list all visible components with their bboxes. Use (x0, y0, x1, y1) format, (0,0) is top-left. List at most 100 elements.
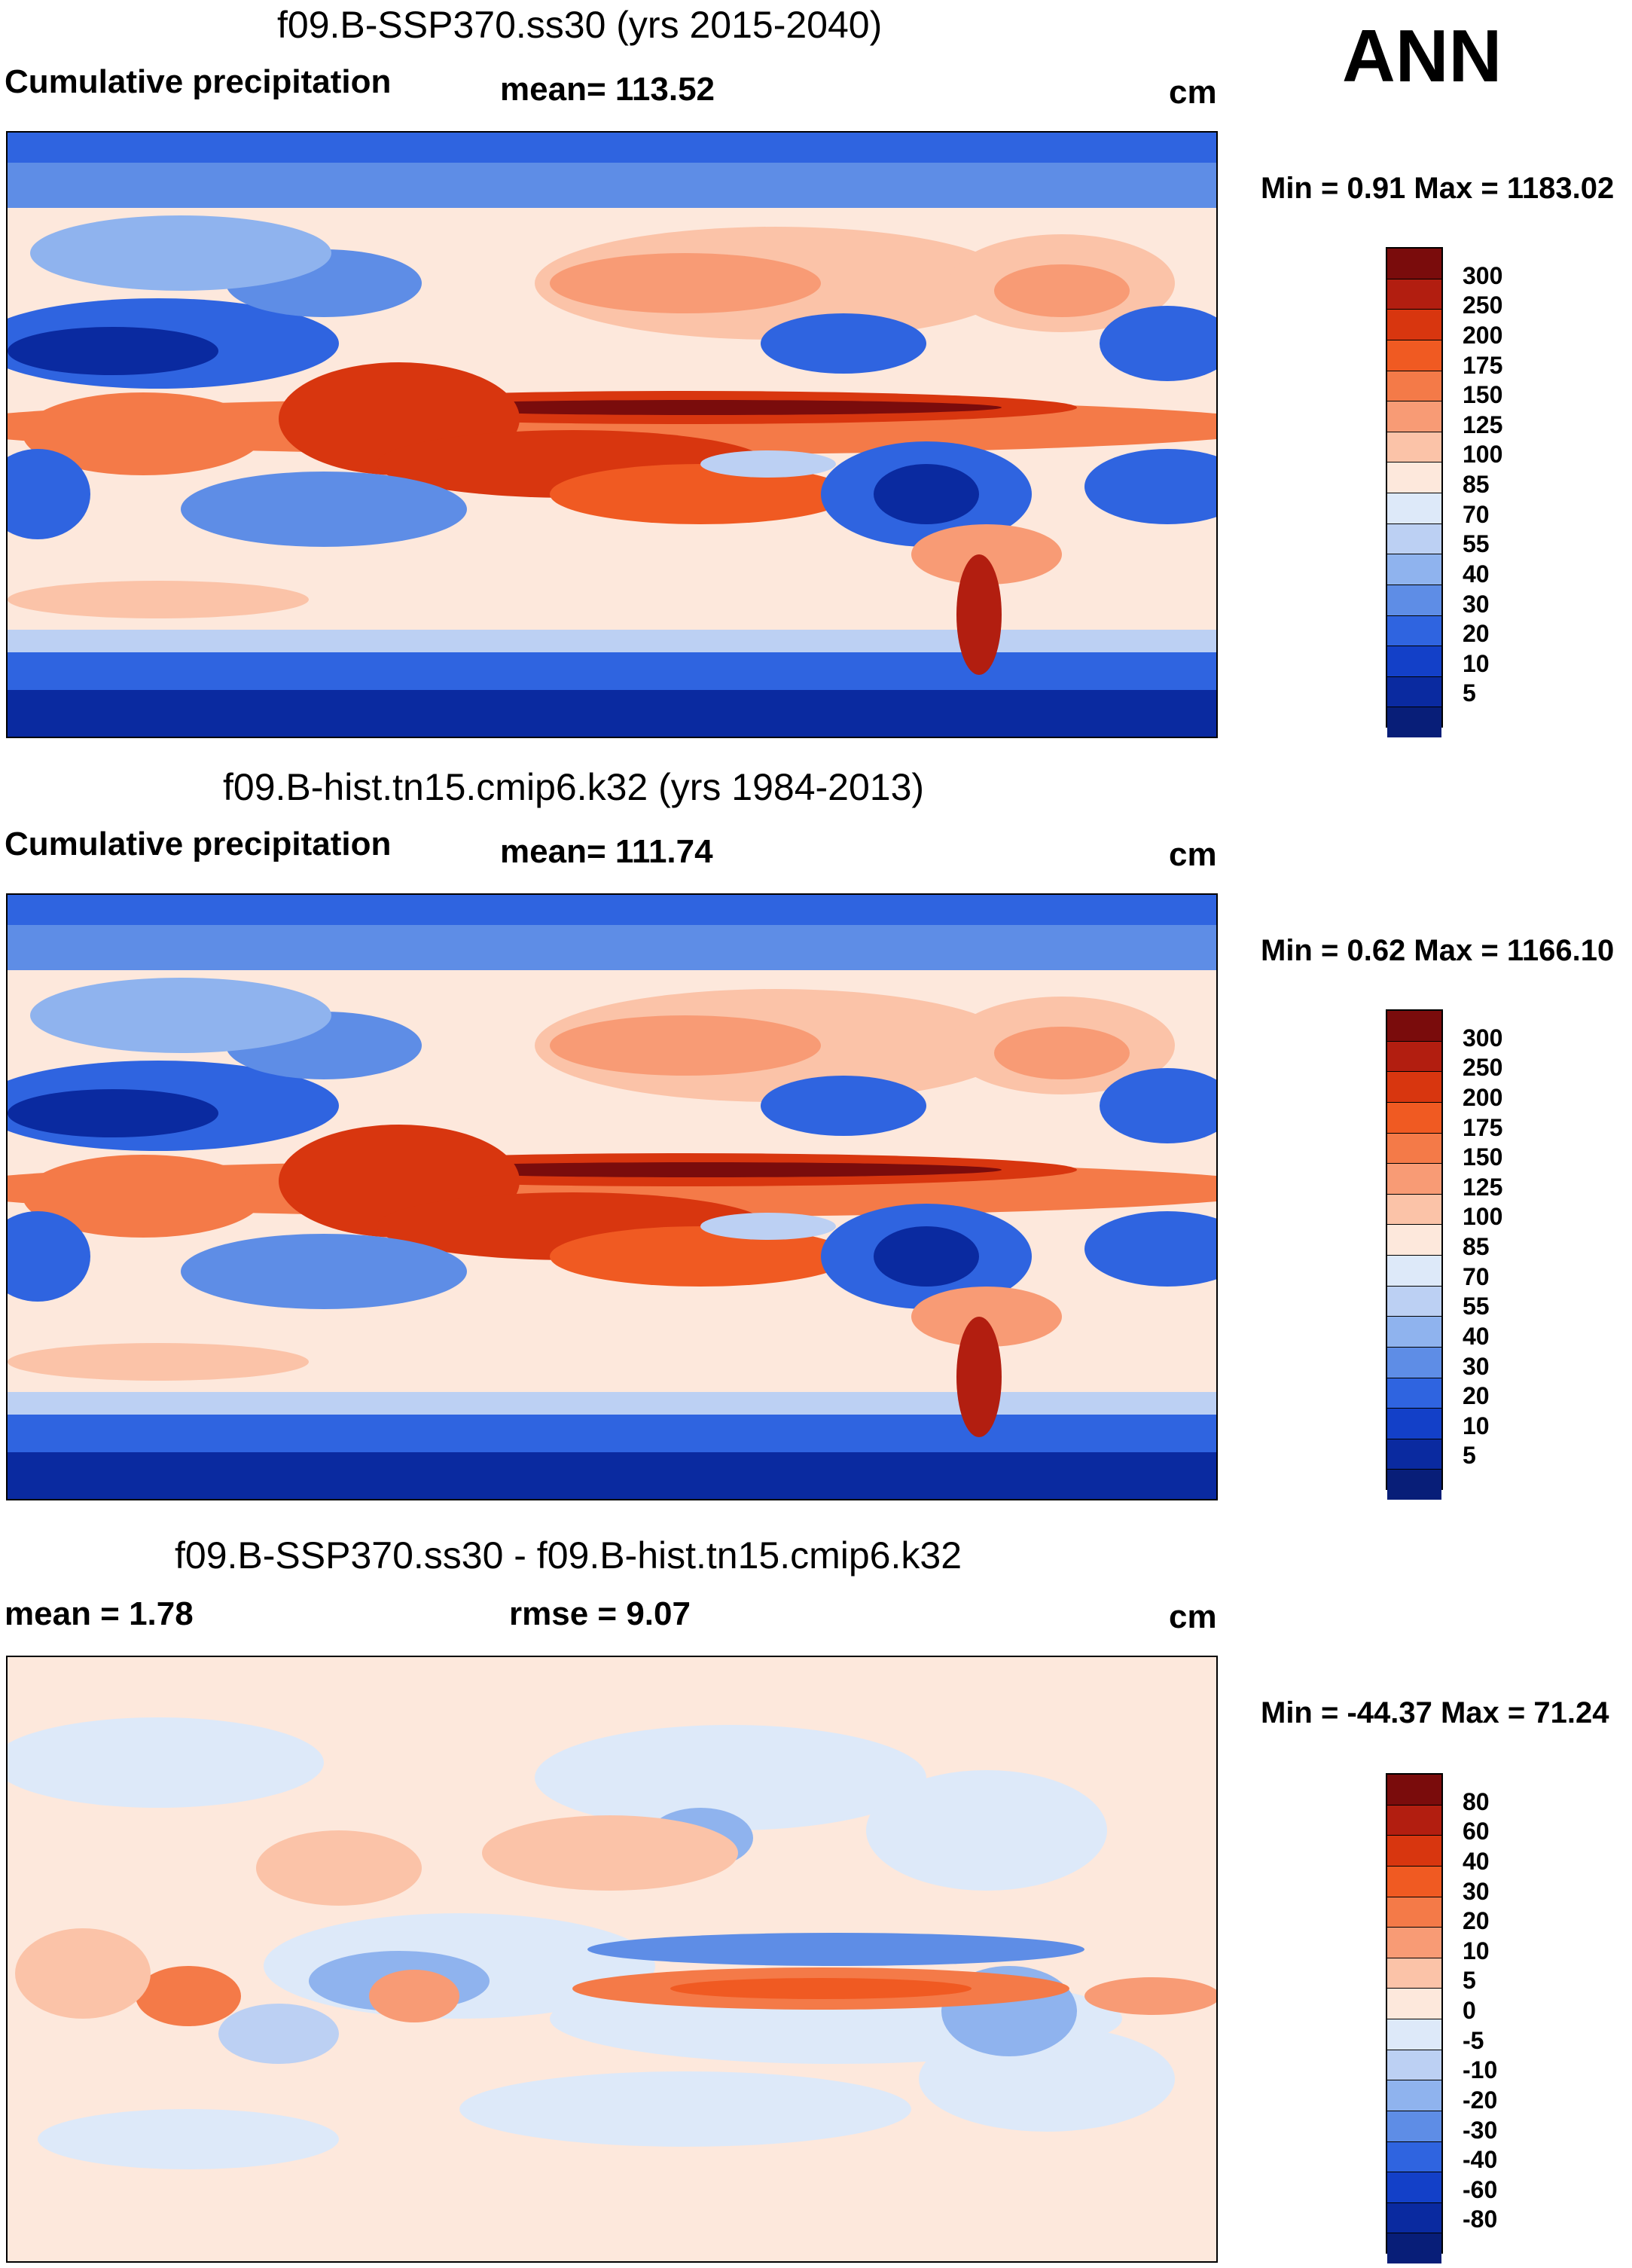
colorbar-tick-label: 10 (1463, 1412, 1490, 1439)
panel3-rmse: rmse = 9.07 (509, 1595, 691, 1632)
colorbar-segment (1387, 278, 1441, 310)
colorbar-segment (1387, 2202, 1441, 2233)
panel3-minmax: Min = -44.37 Max = 71.24 (1261, 1696, 1609, 1729)
colorbar-segment (1387, 523, 1441, 554)
panel2-colorbar (1386, 1009, 1443, 1500)
colorbar-segment (1387, 1193, 1441, 1225)
colorbar-segment (1387, 309, 1441, 340)
colorbar-segment (1387, 462, 1441, 493)
colorbar-tick-label: 150 (1463, 1143, 1503, 1171)
colorbar-tick-label: 20 (1463, 1907, 1490, 1935)
colorbar-tick-label: 300 (1463, 261, 1503, 289)
colorbar-tick-label: 85 (1463, 471, 1490, 498)
panel2-minmax: Min = 0.62 Max = 1166.10 (1261, 934, 1615, 967)
panel1-colorbar (1386, 247, 1443, 737)
season-label: ANN (1342, 14, 1502, 97)
colorbar-segment (1387, 1163, 1441, 1194)
colorbar-tick-label: 5 (1463, 679, 1476, 707)
colorbar-segment (1387, 1927, 1441, 1958)
colorbar-segment (1387, 676, 1441, 707)
panel2-mean: mean= 111.74 (500, 833, 713, 870)
colorbar-tick-label: 250 (1463, 292, 1503, 319)
colorbar-segment (1387, 1224, 1441, 1255)
colorbar-segment (1387, 2080, 1441, 2111)
colorbar-tick-label: 85 (1463, 1233, 1490, 1260)
colorbar-tick-label: 55 (1463, 530, 1490, 558)
colorbar-tick-label: 10 (1463, 649, 1490, 677)
colorbar-segment (1387, 1071, 1441, 1102)
colorbar-tick-label: 40 (1463, 560, 1490, 588)
panel1-units: cm (1169, 74, 1217, 111)
colorbar-segment (1387, 554, 1441, 585)
colorbar-tick-label: 80 (1463, 1787, 1490, 1815)
colorbar-tick-label: -60 (1463, 2175, 1498, 2203)
colorbar-tick-label: 5 (1463, 1967, 1476, 1995)
colorbar-tick-label: 20 (1463, 620, 1490, 648)
colorbar-tick-label: -30 (1463, 2116, 1498, 2144)
colorbar-segment (1387, 1132, 1441, 1164)
panel1-map (6, 131, 1218, 738)
colorbar-tick-label: 30 (1463, 590, 1490, 618)
colorbar-segment (1387, 249, 1441, 279)
colorbar-segment (1387, 1469, 1441, 1500)
panel2-left-label: Cumulative precipitation (5, 826, 392, 862)
colorbar-tick-label: 55 (1463, 1293, 1490, 1320)
panel3-map (6, 1656, 1218, 2263)
panel3-units: cm (1169, 1598, 1217, 1635)
colorbar-segment (1387, 339, 1441, 371)
panel2-map (6, 893, 1218, 1500)
colorbar-tick-label: 0 (1463, 1997, 1476, 2024)
panel1-mean: mean= 113.52 (500, 71, 715, 108)
colorbar-segment (1387, 2141, 1441, 2172)
colorbar-tick-label: 30 (1463, 1877, 1490, 1905)
panel3-mean: mean = 1.78 (5, 1595, 194, 1632)
colorbar-segment (1387, 2019, 1441, 2050)
colorbar-segment (1387, 646, 1441, 676)
colorbar-segment (1387, 1011, 1441, 1041)
colorbar-segment (1387, 1316, 1441, 1347)
colorbar-tick-label: 70 (1463, 500, 1490, 528)
colorbar-segment (1387, 1804, 1441, 1836)
colorbar-tick-label: 200 (1463, 1083, 1503, 1111)
colorbar-segment (1387, 1896, 1441, 1928)
colorbar-segment (1387, 370, 1441, 401)
panel3-map-field (8, 1657, 1216, 2261)
panel3-title: f09.B-SSP370.ss30 - f09.B-hist.tn15.cmip… (175, 1534, 962, 1577)
colorbar-segment (1387, 1988, 1441, 2019)
colorbar-segment (1387, 1377, 1441, 1409)
colorbar-segment (1387, 401, 1441, 432)
colorbar-tick-label: 125 (1463, 1173, 1503, 1201)
colorbar-segment (1387, 584, 1441, 615)
colorbar-tick-label: 300 (1463, 1024, 1503, 1052)
colorbar-tick-label: -20 (1463, 2086, 1498, 2114)
colorbar-tick-label: 10 (1463, 1937, 1490, 1964)
colorbar-segment (1387, 493, 1441, 524)
colorbar-segment (1387, 431, 1441, 462)
panel2-map-field (8, 895, 1216, 1499)
colorbar-tick-label: 200 (1463, 321, 1503, 349)
colorbar-tick-label: -5 (1463, 2026, 1484, 2054)
colorbar-tick-label: 40 (1463, 1847, 1490, 1875)
panel3-colorbar (1386, 1773, 1443, 2263)
colorbar-tick-label: 40 (1463, 1322, 1490, 1350)
colorbar-tick-label: 250 (1463, 1054, 1503, 1082)
panel2-units: cm (1169, 836, 1217, 873)
colorbar-tick-label: 5 (1463, 1442, 1476, 1470)
panel1-map-field (8, 133, 1216, 737)
colorbar-tick-label: 30 (1463, 1352, 1490, 1380)
colorbar-tick-label: -10 (1463, 2056, 1498, 2084)
colorbar-tick-label: 60 (1463, 1818, 1490, 1845)
colorbar-segment (1387, 1835, 1441, 1866)
colorbar-segment (1387, 1285, 1441, 1317)
colorbar-segment (1387, 2110, 1441, 2141)
colorbar-segment (1387, 1438, 1441, 1470)
colorbar-tick-label: 100 (1463, 441, 1503, 469)
colorbar-tick-label: 150 (1463, 381, 1503, 409)
colorbar-segment (1387, 2172, 1441, 2202)
colorbar-tick-label: 175 (1463, 351, 1503, 379)
colorbar-segment (1387, 1346, 1441, 1378)
colorbar-segment (1387, 1775, 1441, 1805)
colorbar-segment (1387, 1255, 1441, 1286)
colorbar-tick-label: -40 (1463, 2146, 1498, 2174)
colorbar-tick-label: 20 (1463, 1382, 1490, 1410)
